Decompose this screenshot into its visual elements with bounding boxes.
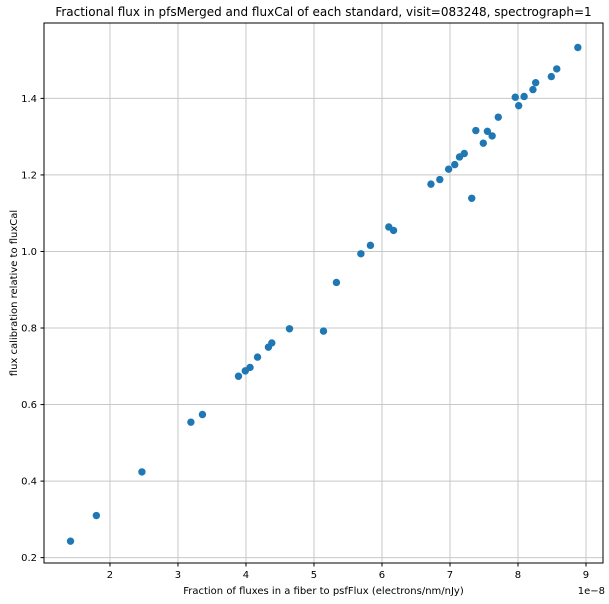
data-point bbox=[357, 250, 365, 258]
data-points bbox=[66, 43, 582, 545]
data-point bbox=[514, 101, 523, 110]
y-tick-label: 0.4 bbox=[21, 477, 37, 488]
data-point bbox=[520, 92, 528, 101]
axis-ticks: 2 3 4 5 6 7 8 9 0.2 0.4 0.6 0.8 1.0 1.2 1.4 bbox=[21, 94, 589, 581]
data-point bbox=[531, 79, 540, 87]
data-point bbox=[468, 194, 476, 202]
data-point bbox=[253, 353, 262, 361]
x-tick-label: 8 bbox=[515, 570, 521, 581]
data-point bbox=[460, 149, 468, 158]
y-tick-label: 0.6 bbox=[21, 400, 37, 411]
data-point bbox=[246, 363, 254, 372]
x-tick-label: 3 bbox=[175, 570, 181, 581]
x-tick-label: 6 bbox=[379, 570, 385, 581]
x-axis-label: Fraction of fluxes in a fiber to psfFlux… bbox=[183, 586, 464, 597]
grid-lines bbox=[44, 23, 603, 563]
x-tick-label: 5 bbox=[311, 570, 317, 581]
data-point bbox=[366, 241, 375, 250]
data-point bbox=[511, 93, 519, 101]
data-point bbox=[444, 165, 453, 173]
y-tick-label: 1.2 bbox=[21, 170, 37, 181]
y-axis-label: flux calibration relative to fluxCal bbox=[9, 210, 20, 376]
data-point bbox=[436, 175, 444, 184]
data-point bbox=[529, 85, 537, 94]
data-point bbox=[234, 372, 243, 380]
data-point bbox=[427, 180, 435, 188]
x-tick-label: 9 bbox=[583, 570, 589, 581]
chart-title: Fractional flux in pfsMerged and fluxCal… bbox=[55, 5, 591, 19]
x-tick-label: 7 bbox=[447, 570, 453, 581]
data-point bbox=[553, 65, 561, 73]
x-offset-label: 1e−8 bbox=[578, 586, 605, 597]
data-point bbox=[332, 278, 341, 287]
data-point bbox=[138, 468, 146, 476]
data-point bbox=[488, 132, 496, 140]
data-point bbox=[66, 537, 75, 545]
data-point bbox=[574, 43, 582, 52]
data-point bbox=[187, 418, 195, 426]
data-point bbox=[389, 226, 398, 235]
data-point bbox=[483, 127, 492, 136]
data-point bbox=[494, 113, 502, 121]
data-point bbox=[451, 160, 459, 169]
data-point bbox=[285, 325, 294, 333]
y-tick-label: 1.4 bbox=[21, 94, 37, 105]
data-point bbox=[472, 126, 480, 135]
data-point bbox=[268, 339, 276, 347]
y-tick-label: 1.0 bbox=[21, 247, 37, 258]
x-tick-label: 4 bbox=[243, 570, 249, 581]
data-point bbox=[547, 72, 556, 81]
y-tick-label: 0.8 bbox=[21, 324, 37, 335]
data-point bbox=[319, 327, 328, 335]
data-point bbox=[198, 410, 207, 419]
y-tick-label: 0.2 bbox=[21, 553, 37, 564]
data-point bbox=[92, 511, 101, 520]
axes-spines bbox=[43, 22, 604, 564]
x-tick-label: 2 bbox=[107, 570, 113, 581]
data-point bbox=[479, 139, 488, 147]
